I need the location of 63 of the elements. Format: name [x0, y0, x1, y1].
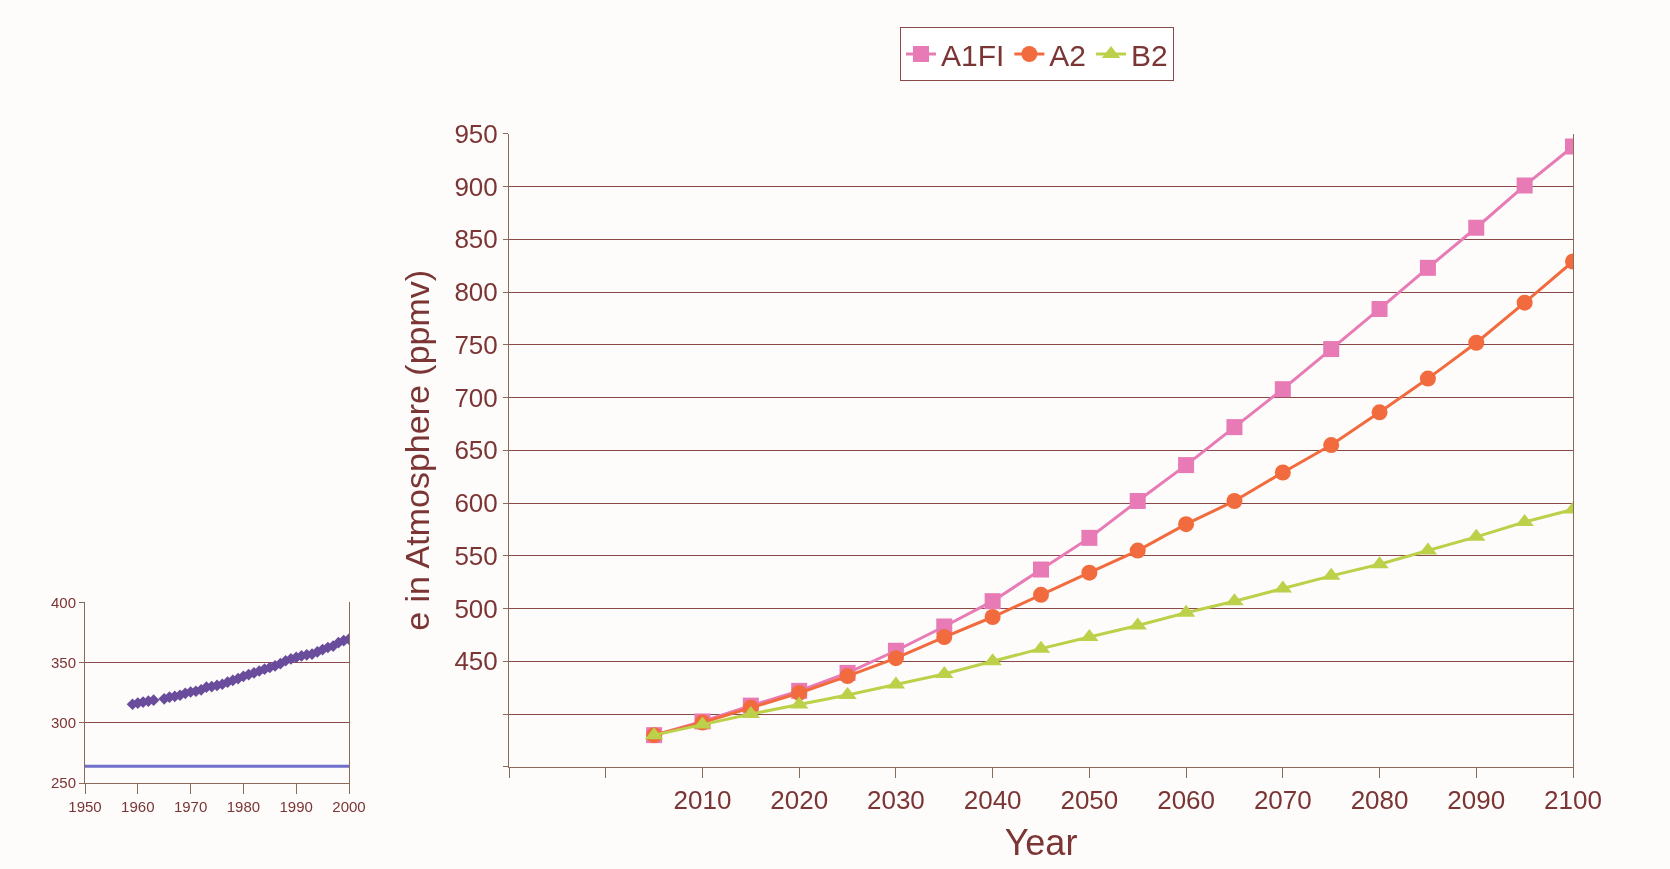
- y-tick-label: 350: [50, 653, 76, 671]
- point: [984, 593, 1001, 610]
- y-tick-label: 650: [454, 435, 498, 466]
- point: [1178, 457, 1195, 474]
- x-tick-label: 2050: [1060, 785, 1119, 815]
- point: [1323, 437, 1340, 454]
- y-tick-label: 550: [454, 540, 498, 571]
- legend-label: A1FI: [941, 38, 1005, 72]
- point: [1419, 259, 1436, 276]
- point: [1516, 177, 1533, 194]
- y-tick-label: 850: [454, 224, 498, 255]
- x-tick-label: 1950: [68, 798, 102, 816]
- point: [1274, 381, 1291, 398]
- point: [1468, 334, 1485, 351]
- point: [1419, 370, 1436, 387]
- y-tick-label: 700: [454, 382, 498, 413]
- point: [1468, 219, 1485, 236]
- point: [1033, 561, 1049, 578]
- y-tick-label: 400: [50, 593, 76, 611]
- y-tick-label: 500: [454, 593, 498, 624]
- x-tick-label: 1990: [279, 798, 313, 816]
- legend-label: B2: [1131, 38, 1168, 72]
- x-tick-label: 2090: [1447, 785, 1506, 815]
- x-tick-label: 1960: [121, 798, 155, 816]
- y-tick-label: 950: [454, 118, 498, 149]
- point: [984, 609, 1001, 625]
- x-tick-label: 1980: [226, 798, 261, 816]
- point: [1226, 419, 1243, 436]
- point: [1129, 492, 1146, 509]
- y-tick-label: 450: [454, 646, 498, 677]
- x-axis-title: Year: [1004, 821, 1078, 863]
- point: [1081, 564, 1098, 581]
- point: [1033, 586, 1049, 603]
- point: [839, 668, 856, 685]
- x-tick-label: 2070: [1253, 785, 1312, 815]
- point: [1178, 516, 1195, 533]
- x-tick-label: 2010: [673, 785, 732, 815]
- y-tick-label: 250: [50, 774, 76, 792]
- x-tick-label: 2060: [1157, 785, 1216, 815]
- point: [1516, 294, 1533, 311]
- x-tick-label: 2100: [1544, 785, 1602, 815]
- point: [1081, 529, 1098, 546]
- x-tick-label: 2040: [963, 785, 1022, 815]
- y-tick-label: 800: [454, 277, 498, 308]
- x-tick-label: 2000: [332, 798, 366, 816]
- point: [1371, 404, 1388, 421]
- point: [1129, 542, 1146, 559]
- point: [936, 629, 953, 646]
- y-tick-label: 300: [50, 714, 76, 732]
- legend-label: A2: [1049, 38, 1087, 72]
- y-tick-label: 600: [454, 488, 498, 519]
- x-tick-label: 2030: [866, 785, 925, 815]
- y-tick-label: 900: [454, 171, 498, 202]
- point: [1323, 341, 1340, 358]
- x-tick-label: 1970: [173, 798, 208, 816]
- y-tick-label: 750: [454, 329, 498, 360]
- x-tick-label: 2020: [770, 785, 829, 815]
- point: [1274, 464, 1291, 481]
- point: [1371, 300, 1388, 317]
- y-axis-title: e in Atmosphere (ppmv): [398, 269, 437, 631]
- point: [1226, 492, 1243, 509]
- point: [887, 650, 904, 667]
- x-tick-label: 2080: [1350, 785, 1409, 815]
